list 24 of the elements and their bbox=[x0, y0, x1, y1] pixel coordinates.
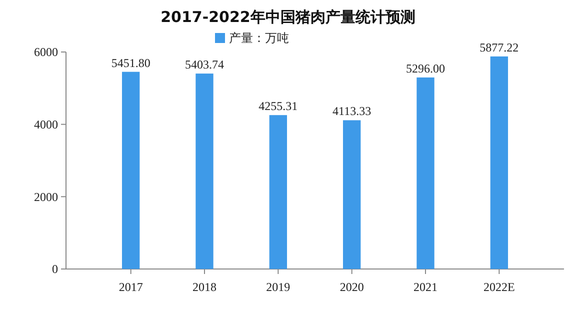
data-label: 5451.80 bbox=[111, 56, 150, 70]
bar bbox=[269, 115, 288, 269]
y-tick-label: 0 bbox=[52, 262, 58, 276]
y-tick-label: 6000 bbox=[34, 45, 58, 60]
x-tick-label: 2019 bbox=[266, 280, 290, 294]
data-label: 4255.31 bbox=[258, 99, 298, 114]
data-label: 5877.22 bbox=[480, 40, 519, 54]
bar bbox=[196, 74, 214, 269]
y-tick-label: 4000 bbox=[34, 118, 58, 132]
bar bbox=[342, 120, 361, 269]
x-tick-label: 2020 bbox=[340, 280, 364, 294]
x-tick-label: 2017 bbox=[118, 280, 143, 294]
x-tick-label: 2021 bbox=[414, 280, 438, 294]
chart-title: 2017-2022年中国猪肉产量统计预测 bbox=[160, 8, 416, 26]
x-tick-label: 2022E bbox=[484, 280, 515, 294]
legend-label: 产量：万吨 bbox=[229, 31, 289, 45]
bar bbox=[416, 77, 434, 269]
data-label: 4113.33 bbox=[332, 104, 372, 118]
data-label: 5403.74 bbox=[184, 58, 224, 72]
x-tick-label: 2018 bbox=[192, 280, 216, 294]
bar bbox=[490, 56, 508, 269]
bar bbox=[122, 72, 140, 269]
data-label: 5296.00 bbox=[406, 61, 446, 76]
y-tick-label: 2000 bbox=[34, 190, 58, 204]
